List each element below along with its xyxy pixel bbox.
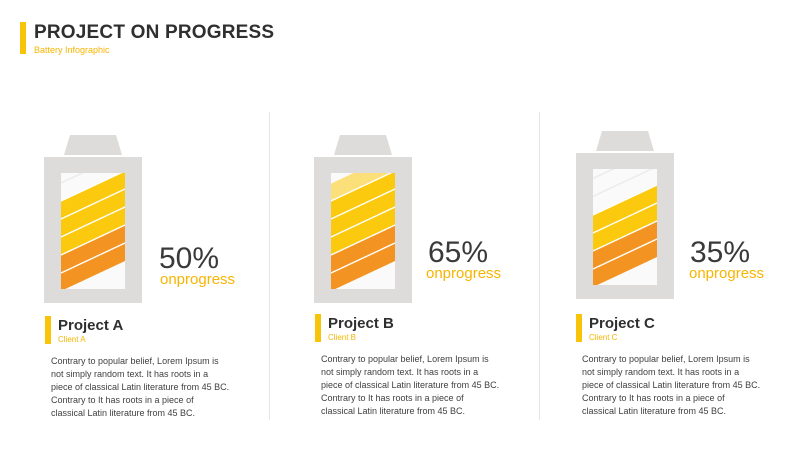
project-name: Project B	[328, 315, 394, 332]
battery-fill-separator	[331, 188, 395, 220]
progress-percent: 50%	[159, 242, 220, 275]
battery-fill-band	[593, 185, 657, 233]
description-line: piece of classical Latin literature from…	[582, 380, 761, 390]
battery-fill-separator	[593, 184, 657, 216]
description-line: not simply random text. It has roots in …	[51, 369, 209, 379]
battery-fill-band	[331, 243, 395, 289]
battery-fill-band	[593, 221, 657, 269]
battery-fill-band	[331, 225, 395, 273]
battery-level	[61, 173, 125, 289]
battery-fill-band	[593, 239, 657, 285]
description-line: classical Latin literature from 45 BC.	[582, 406, 727, 416]
description-line: Contrary to popular belief, Lorem Ipsum …	[51, 356, 219, 366]
battery-fill-band	[61, 189, 125, 237]
battery-level	[331, 173, 395, 289]
battery-icon-project-b	[314, 135, 412, 303]
battery-icon-project-c	[576, 131, 674, 299]
client-name: Client C	[589, 333, 618, 342]
battery-fill-separator	[61, 206, 125, 238]
battery-fill-band	[593, 203, 657, 251]
description-line: Contrary to It has roots in a piece of	[582, 393, 725, 403]
battery-fill-band	[331, 173, 395, 219]
description-line: Contrary to It has roots in a piece of	[321, 393, 464, 403]
battery-fill-separator	[593, 238, 657, 270]
progress-status: onprogress	[689, 265, 765, 282]
battery-fill-band	[61, 207, 125, 255]
battery-fill-separator	[61, 188, 125, 220]
battery-fill-band	[61, 225, 125, 273]
battery-fill-separator	[61, 242, 125, 274]
description-line: classical Latin literature from 45 BC.	[51, 408, 196, 418]
project-accent-bar	[315, 314, 321, 342]
project-name: Project A	[58, 317, 124, 334]
battery-cap	[596, 131, 654, 151]
page-title: PROJECT ON PROGRESS	[34, 22, 275, 43]
battery-fill-band	[61, 173, 125, 219]
battery-empty-stripe	[593, 169, 615, 180]
progress-status: onprogress	[160, 271, 236, 288]
battery-fill-separator	[331, 242, 395, 274]
project-name: Project C	[589, 315, 655, 332]
battery-fill-separator	[593, 220, 657, 252]
column-divider	[269, 112, 270, 420]
progress-percent: 65%	[428, 236, 489, 269]
project-accent-bar	[45, 316, 51, 344]
battery-fill-separator	[331, 206, 395, 238]
description-line: Contrary to popular belief, Lorem Ipsum …	[321, 354, 489, 364]
description-line: Contrary to popular belief, Lorem Ipsum …	[582, 354, 750, 364]
battery-fill-band	[61, 243, 125, 289]
battery-fill-separator	[61, 224, 125, 256]
battery-empty-stripe	[61, 173, 85, 184]
client-name: Client B	[328, 333, 357, 342]
battery-fill-separator	[61, 173, 123, 202]
battery-fill-separator	[593, 202, 657, 234]
column-divider	[539, 112, 540, 420]
description-line: classical Latin literature from 45 BC.	[321, 406, 466, 416]
description-line: piece of classical Latin literature from…	[51, 382, 230, 392]
progress-percent: 35%	[690, 236, 751, 269]
project-description: Contrary to popular belief, Lorem Ipsum …	[51, 355, 241, 420]
project-description: Contrary to popular belief, Lorem Ipsum …	[321, 353, 511, 418]
description-line: Contrary to It has roots in a piece of	[51, 395, 194, 405]
description-line: not simply random text. It has roots in …	[582, 367, 740, 377]
battery-fill-band	[331, 207, 395, 255]
page-subtitle: Battery Infographic	[34, 45, 110, 55]
description-line: not simply random text. It has roots in …	[321, 367, 479, 377]
battery-empty-stripe	[593, 169, 654, 198]
battery-fill-separator	[331, 173, 393, 202]
project-description: Contrary to popular belief, Lorem Ipsum …	[582, 353, 772, 418]
description-line: piece of classical Latin literature from…	[321, 380, 500, 390]
battery-cap	[334, 135, 392, 155]
client-name: Client A	[58, 335, 86, 344]
battery-fill-band	[331, 189, 395, 237]
battery-fill-separator	[331, 224, 395, 256]
battery-icon-project-a	[44, 135, 142, 303]
battery-cap	[64, 135, 122, 155]
title-accent-bar	[20, 22, 26, 54]
battery-level	[593, 169, 657, 285]
project-accent-bar	[576, 314, 582, 342]
progress-status: onprogress	[426, 265, 502, 282]
